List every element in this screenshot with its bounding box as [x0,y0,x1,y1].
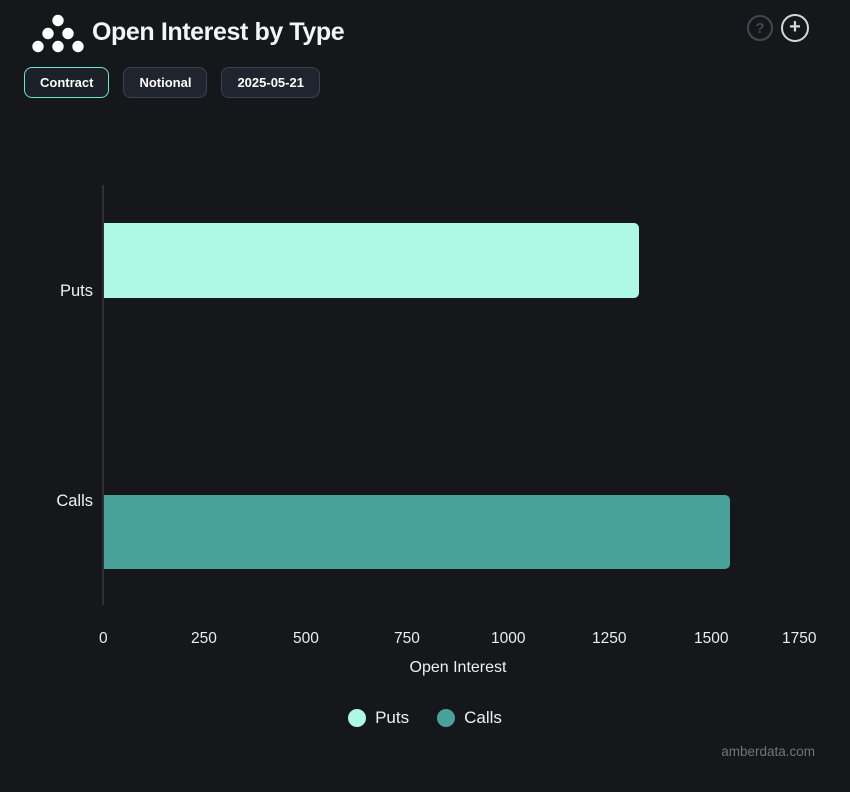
bar-puts[interactable] [104,223,639,298]
legend-item-puts[interactable]: Puts [348,708,409,728]
x-tick-label: 1500 [694,630,729,647]
legend-item-calls[interactable]: Calls [437,708,502,728]
bar-calls[interactable] [104,495,730,569]
legend-swatch-calls-icon [437,709,456,727]
help-icon[interactable]: ? [747,15,773,41]
x-tick-label: 750 [394,630,420,647]
legend-swatch-puts-icon [348,709,367,727]
amberdata-watermark: amberdata.com [721,744,815,759]
x-tick-label: 0 [99,630,108,647]
y-tick-label-calls: Calls [56,492,93,510]
page-title: Open Interest by Type [92,18,345,46]
x-tick-label: 1000 [491,630,526,647]
toggle-notional-button[interactable]: Notional [123,67,208,98]
y-tick-label-puts: Puts [59,282,93,300]
chart-legend: Puts Calls [0,708,850,728]
x-tick-label: 1750 [782,630,817,647]
expiration-date-button[interactable]: 2025-05-21 [221,67,320,98]
amberdata-logo-icon [32,14,84,53]
toolbar: Contract Notional 2025-05-21 [24,67,320,98]
y-axis-line [102,185,104,605]
x-tick-label: 500 [293,630,319,647]
toggle-contract-button[interactable]: Contract [24,67,110,98]
x-tick-label: 1250 [592,630,627,647]
add-icon[interactable]: + [781,14,809,42]
x-tick-label: 250 [191,630,217,647]
x-axis-title: Open Interest [409,659,507,676]
